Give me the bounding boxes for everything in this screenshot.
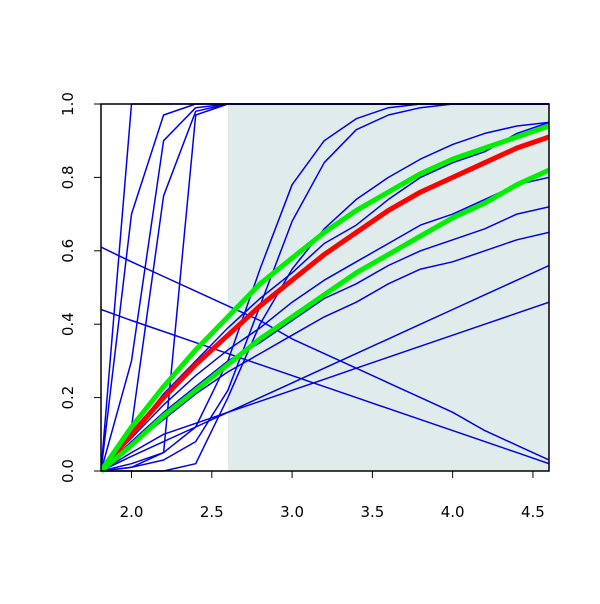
- curve: [101, 121, 549, 472]
- y-tick-label: 0.4: [59, 312, 77, 336]
- curve: [101, 206, 549, 472]
- curve: [101, 264, 549, 472]
- x-tick-label: 3.5: [360, 503, 384, 521]
- curve: [101, 301, 549, 472]
- curve: [101, 167, 549, 473]
- y-tick-label: 0.8: [59, 165, 77, 189]
- curve: [101, 121, 549, 472]
- x-tick-label: 3.0: [280, 503, 304, 521]
- y-tick-label: 0.2: [59, 386, 77, 410]
- plot-frame: [100, 103, 550, 472]
- curve: [101, 231, 549, 472]
- curve: [101, 176, 549, 472]
- x-tick-label: 2.5: [200, 503, 224, 521]
- curve: [101, 123, 549, 473]
- curve: [101, 308, 549, 465]
- x-tick-label: 4.5: [521, 503, 545, 521]
- x-tick-label: 2.0: [120, 503, 144, 521]
- y-tick-label: 0.6: [59, 239, 77, 263]
- y-tick-label: 1.0: [59, 92, 77, 116]
- curve: [101, 246, 549, 461]
- y-tick-label: 0.0: [59, 459, 77, 483]
- x-tick-label: 4.0: [441, 503, 465, 521]
- curve: [101, 134, 549, 473]
